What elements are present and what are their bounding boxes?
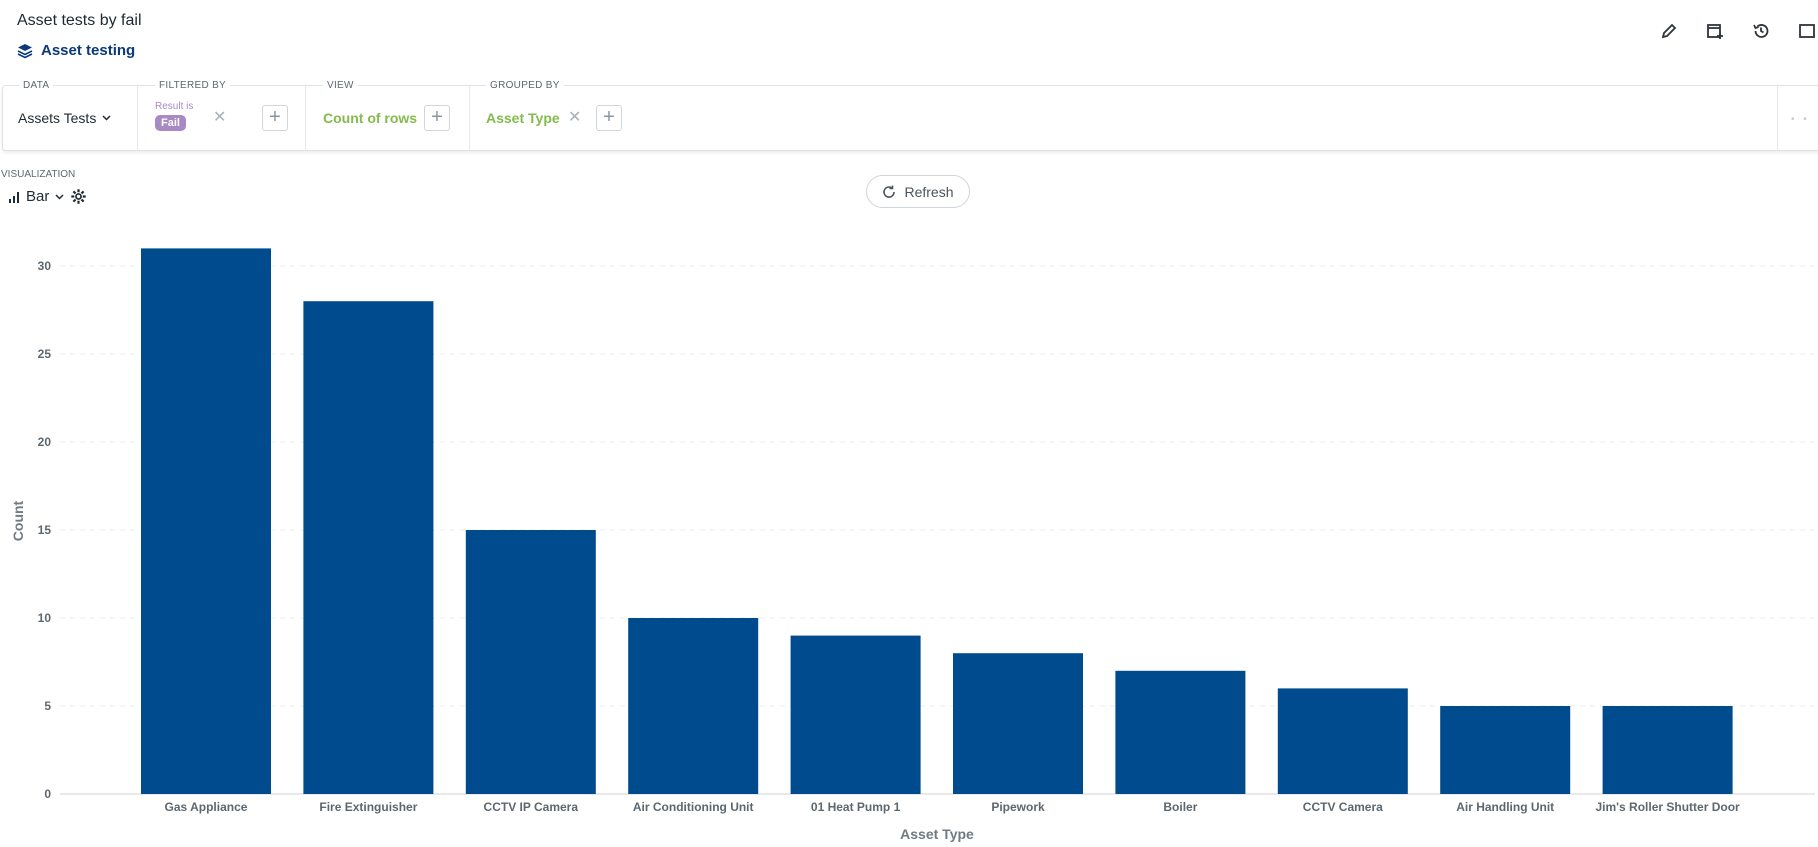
bar[interactable] (303, 301, 434, 794)
y-tick-label: 25 (38, 347, 52, 361)
filter-value-pill[interactable]: Fail (155, 115, 186, 131)
collection-link[interactable]: Asset testing (41, 42, 136, 59)
bar[interactable] (1440, 706, 1571, 794)
metric-value[interactable]: Count of rows (323, 110, 418, 126)
x-tick-label: Gas Appliance (165, 800, 248, 814)
filter-section: FILTERED BY Result is Fail ✕ + (137, 80, 306, 150)
layers-icon (17, 43, 33, 58)
view-section: VIEW Count of rows + (305, 80, 470, 150)
chevron-down-icon (102, 115, 111, 121)
y-tick-label: 10 (38, 611, 52, 625)
y-axis-title: Count (10, 500, 26, 541)
y-tick-label: 0 (44, 787, 51, 801)
add-group-button[interactable]: + (596, 105, 622, 131)
x-tick-label: 01 Heat Pump 1 (811, 800, 901, 814)
x-tick-label: Air Conditioning Unit (633, 800, 754, 814)
remove-group-icon[interactable]: ✕ (568, 109, 582, 126)
bar[interactable] (628, 618, 759, 794)
x-tick-label: Air Handling Unit (1456, 800, 1554, 814)
history-icon[interactable] (1750, 20, 1772, 42)
bar[interactable] (1115, 670, 1246, 794)
pencil-icon[interactable] (1658, 20, 1680, 42)
view-label: VIEW (323, 80, 358, 91)
bar[interactable] (953, 653, 1083, 794)
data-label: DATA (19, 80, 54, 91)
y-tick-label: 30 (38, 259, 52, 273)
query-bar: DATA Assets Tests FILTERED BY Result is … (2, 80, 1818, 151)
visualization-type: Bar (26, 188, 50, 205)
x-tick-label: Jim's Roller Shutter Door (1595, 800, 1740, 814)
header-actions (1658, 20, 1818, 42)
x-tick-label: CCTV IP Camera (484, 800, 579, 814)
bar-chart-icon (9, 191, 19, 203)
data-section: DATA Assets Tests (3, 80, 138, 150)
chevron-down-icon (55, 193, 64, 200)
y-tick-label: 15 (38, 523, 52, 537)
x-tick-label: Fire Extinguisher (319, 800, 417, 814)
filter-label: FILTERED BY (155, 80, 231, 91)
bar[interactable] (1277, 688, 1408, 794)
visualization-label: VISUALIZATION (1, 169, 76, 180)
add-metric-button[interactable]: + (424, 105, 450, 131)
bar-chart: 0 5 10 15 20 25 30 Gas Appliance Fire Extinguish… (10, 248, 1815, 842)
collection-breadcrumb[interactable]: Asset testing (17, 42, 135, 59)
add-to-dashboard-icon[interactable] (1704, 20, 1726, 42)
data-source-value: Assets Tests (18, 110, 97, 126)
group-value[interactable]: Asset Type (486, 110, 560, 126)
refresh-label: Refresh (904, 183, 954, 200)
gear-icon[interactable] (70, 188, 87, 205)
remove-filter-icon[interactable]: ✕ (213, 109, 227, 126)
x-axis-title: Asset Type (900, 826, 974, 842)
group-section: GROUPED BY Asset Type ✕ + (469, 80, 1778, 150)
y-tick-label: 20 (38, 435, 52, 449)
x-tick-label: Pipework (991, 800, 1045, 814)
x-tick-label: Boiler (1163, 800, 1197, 814)
y-tick-label: 5 (44, 699, 51, 713)
refresh-button[interactable]: Refresh (866, 175, 970, 208)
more-handle-icon[interactable]: • • (1791, 114, 1810, 125)
page-title: Asset tests by fail (17, 12, 142, 29)
bar[interactable] (790, 635, 921, 794)
group-label: GROUPED BY (486, 80, 564, 91)
bar[interactable] (141, 248, 271, 794)
bar[interactable] (465, 530, 596, 794)
bar[interactable] (1602, 706, 1733, 794)
add-filter-button[interactable]: + (262, 105, 288, 131)
data-source-select[interactable]: Assets Tests (18, 110, 111, 126)
sidebar-toggle-icon[interactable] (1796, 20, 1818, 42)
filter-field: Result is (155, 101, 194, 112)
refresh-icon (883, 185, 896, 198)
x-tick-label: CCTV Camera (1303, 800, 1383, 814)
visualization-picker[interactable]: Bar (8, 188, 87, 205)
